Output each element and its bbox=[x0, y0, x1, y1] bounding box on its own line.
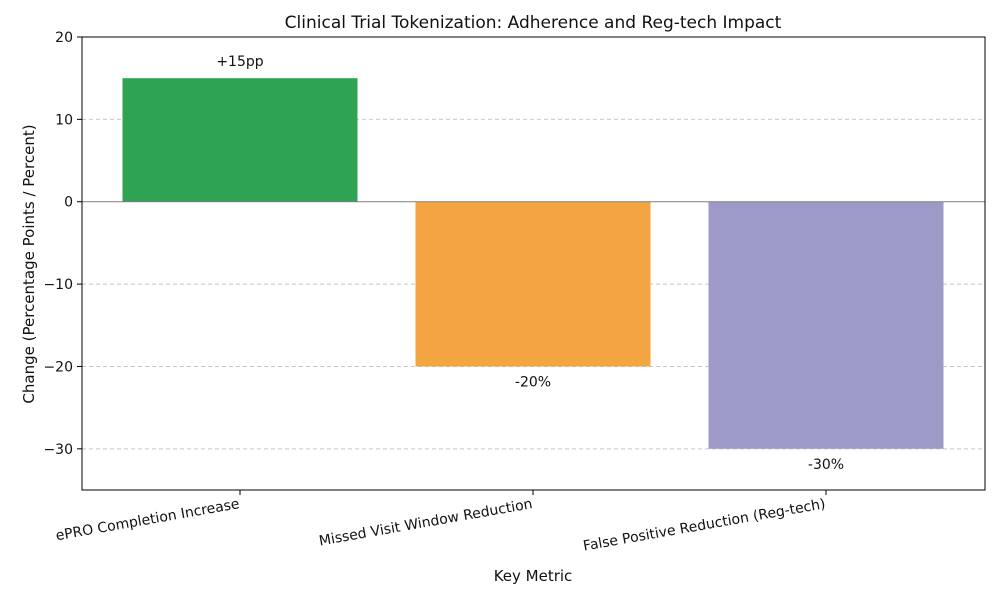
y-tick-label: 0 bbox=[64, 195, 73, 211]
data-label: -20% bbox=[515, 374, 551, 390]
bar bbox=[708, 201, 944, 449]
data-labels: +15pp -20% -30% bbox=[216, 54, 844, 473]
y-tick-label: 20 bbox=[55, 30, 73, 46]
y-tick-label: −20 bbox=[43, 359, 73, 375]
data-label: +15pp bbox=[216, 54, 263, 70]
x-axis-ticks: ePRO Completion Increase Missed Visit Win… bbox=[55, 490, 827, 555]
data-label: -30% bbox=[808, 457, 844, 473]
x-tick-label: False Positive Reduction (Reg-tech) bbox=[582, 496, 827, 554]
y-axis-ticks: 20 10 0 −10 −20 −30 bbox=[43, 30, 82, 458]
bar bbox=[122, 78, 358, 202]
x-tick-label: ePRO Completion Increase bbox=[55, 496, 241, 544]
bar bbox=[415, 201, 651, 367]
y-tick-label: 10 bbox=[55, 112, 73, 128]
x-axis-label: Key Metric bbox=[494, 567, 573, 585]
y-tick-label: −10 bbox=[43, 277, 73, 293]
x-tick-label: Missed Visit Window Reduction bbox=[318, 496, 534, 549]
bars bbox=[122, 78, 944, 449]
y-axis-label: Change (Percentage Points / Percent) bbox=[20, 124, 38, 403]
chart-title: Clinical Trial Tokenization: Adherence a… bbox=[285, 13, 782, 33]
y-tick-label: −30 bbox=[43, 442, 73, 458]
